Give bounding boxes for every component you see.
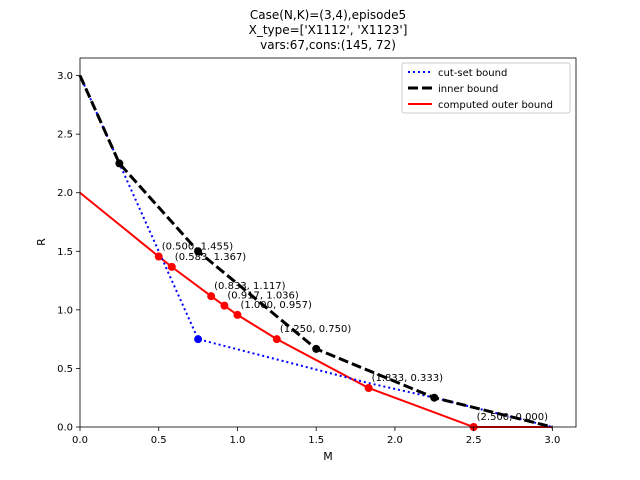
inner-bound-marker (312, 344, 321, 353)
x-tick-label: 2.0 (387, 435, 403, 446)
inner-bound-marker (194, 247, 203, 256)
series-layer (78, 74, 553, 431)
y-tick-label: 3.0 (57, 71, 73, 82)
computed-outer-bound-line (79, 191, 553, 428)
x-axis-label: M (323, 450, 333, 463)
chart-title-line-2: X_type=['X1112', 'X1123'] (249, 23, 408, 37)
y-axis-label: R (35, 238, 48, 246)
inner-bound-marker (430, 393, 439, 402)
computed-outer-bound-marker (207, 292, 216, 301)
y-tick-label: 2.0 (57, 188, 73, 199)
computed-outer-bound-marker (167, 262, 176, 271)
computed-outer-bound-marker (272, 335, 281, 344)
legend-box (401, 62, 571, 114)
chart-title-line-1: Case(N,K)=(3,4),episode5 (250, 8, 406, 22)
legend-label-outer: computed outer bound (438, 100, 553, 111)
y-tick-label: 1.5 (57, 247, 73, 258)
x-axis: 0.0 0.5 1.0 1.5 2.0 2.5 3.0 (72, 427, 560, 446)
data-label: (0.500, 1.455) (162, 242, 234, 253)
legend-label-cut-set: cut-set bound (438, 68, 507, 79)
computed-outer-bound-marker (233, 310, 242, 319)
data-label: (1.833, 0.333) (372, 373, 444, 384)
x-tick-label: 2.5 (466, 435, 482, 446)
data-label: (0.917, 1.036) (227, 291, 299, 302)
data-label: (0.833, 1.117) (214, 281, 286, 292)
y-tick-label: 0.5 (57, 364, 73, 375)
computed-outer-bound-marker (364, 383, 373, 392)
y-tick-label: 1.0 (57, 305, 73, 316)
data-label: (2.500, 0.000) (477, 412, 549, 423)
x-tick-label: 1.5 (308, 435, 324, 446)
data-label: (1.250, 0.750) (280, 324, 352, 335)
x-tick-label: 0.5 (151, 435, 167, 446)
x-tick-label: 0.0 (72, 435, 88, 446)
y-tick-label: 0.0 (57, 423, 73, 434)
inner-bound-marker (115, 159, 124, 168)
x-tick-label: 3.0 (544, 435, 560, 446)
chart-title-line-3: vars:67,cons:(145, 72) (260, 38, 396, 52)
legend: cut-set bound inner bound computed outer… (401, 62, 571, 114)
computed-outer-bound-marker (154, 252, 163, 261)
annotation-layer: (0.500, 1.455)(0.583, 1.367) (0.833, 1.11… (162, 242, 548, 423)
data-label: (1.000, 0.957) (240, 300, 312, 311)
legend-label-inner: inner bound (438, 84, 498, 95)
plot-frame (79, 57, 577, 428)
y-tick-label: 2.5 (57, 130, 73, 141)
computed-outer-bound-marker (220, 301, 229, 310)
y-axis: 0.0 0.5 1.0 1.5 2.0 2.5 3.0 (57, 71, 80, 434)
data-label: (0.583, 1.367) (175, 252, 247, 263)
x-tick-label: 1.0 (230, 435, 246, 446)
cut-set-bound-line (79, 75, 553, 428)
cut-set-bound-marker (194, 335, 203, 344)
